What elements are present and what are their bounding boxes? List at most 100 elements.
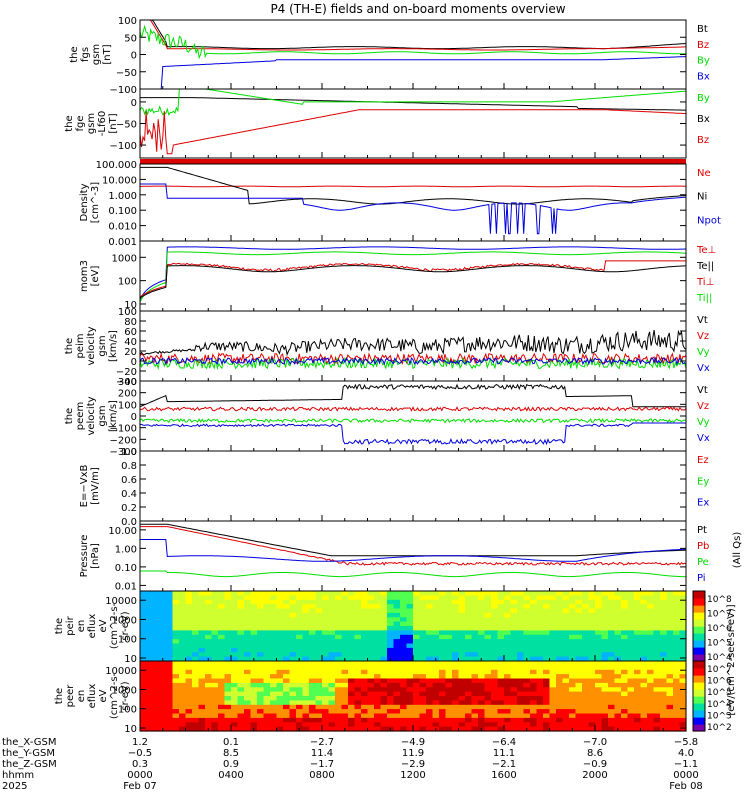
heatmap-cell <box>406 678 414 684</box>
heatmap-cell <box>166 700 174 706</box>
heatmap-cell <box>497 687 505 693</box>
heatmap-cell <box>257 652 265 658</box>
heatmap-cell <box>400 656 408 662</box>
heatmap-cell <box>348 674 356 680</box>
heatmap-cell <box>660 604 668 610</box>
heatmap-cell <box>309 726 317 732</box>
heatmap-cell <box>432 599 440 605</box>
heatmap-cell <box>244 595 252 601</box>
heatmap-cell <box>309 713 317 719</box>
heatmap-cell <box>627 621 635 627</box>
heatmap-cell <box>601 704 609 710</box>
heatmap-cell <box>523 604 531 610</box>
heatmap-cell <box>250 674 258 680</box>
heatmap-cell <box>374 643 382 649</box>
heatmap-cell <box>289 691 297 697</box>
heatmap-cell <box>322 612 330 618</box>
heatmap-cell <box>653 661 661 666</box>
heatmap-cell <box>621 617 629 623</box>
heatmap-cell <box>185 630 193 636</box>
heatmap-cell <box>504 678 512 684</box>
legend-entry: Ne <box>697 168 711 179</box>
heatmap-cell <box>452 639 460 645</box>
heatmap-cell <box>328 700 336 706</box>
heatmap-cell <box>426 717 434 723</box>
heatmap-cell <box>231 669 239 675</box>
heatmap-cell <box>270 604 278 610</box>
heatmap-cell <box>523 634 531 640</box>
heatmap-cell <box>315 608 323 614</box>
heatmap-cell <box>309 717 317 723</box>
heatmap-cell <box>406 647 414 653</box>
heatmap-cell <box>211 687 219 693</box>
heatmap-cell <box>257 696 265 701</box>
heatmap-cell <box>361 643 369 649</box>
heatmap-cell <box>341 595 349 601</box>
heatmap-cell <box>185 626 193 631</box>
heatmap-cell <box>400 682 408 688</box>
heatmap-cell <box>211 639 219 645</box>
heatmap-cell <box>582 674 590 680</box>
heatmap-cell <box>315 704 323 710</box>
heatmap-cell <box>588 687 596 693</box>
heatmap-cell <box>595 652 603 658</box>
heatmap-cell <box>237 630 245 636</box>
heatmap-cell <box>250 652 258 658</box>
heatmap-cell <box>179 704 187 710</box>
heatmap-cell <box>497 626 505 631</box>
heatmap-cell <box>296 661 304 666</box>
heatmap-cell <box>536 656 544 662</box>
y-tick-label: 0 <box>131 98 137 109</box>
heatmap-cell <box>374 691 382 697</box>
heatmap-cell <box>673 639 681 645</box>
y-tick-label: 100 <box>118 307 137 318</box>
heatmap-cell <box>348 696 356 701</box>
heatmap-cell <box>237 691 245 697</box>
heatmap-cell <box>348 722 356 728</box>
heatmap-cell <box>517 634 525 640</box>
series-vz <box>139 352 687 366</box>
heatmap-cell <box>250 604 258 610</box>
heatmap-cell <box>166 669 174 675</box>
heatmap-cell <box>445 608 453 614</box>
heatmap-cell <box>335 652 343 658</box>
heatmap-cell <box>432 722 440 728</box>
heatmap-cell <box>673 674 681 680</box>
heatmap-cell <box>159 621 167 627</box>
heatmap-cell <box>640 617 648 623</box>
heatmap-cell <box>588 682 596 688</box>
heatmap-cell <box>244 678 252 684</box>
heatmap-cell <box>146 604 154 610</box>
heatmap-cell <box>588 704 596 710</box>
heatmap-cell <box>140 621 148 627</box>
heatmap-cell <box>211 713 219 719</box>
heatmap-cell <box>166 652 174 658</box>
heatmap-cell <box>237 608 245 614</box>
heatmap-cell <box>465 639 473 645</box>
heatmap-cell <box>530 630 538 636</box>
heatmap-cell <box>530 709 538 715</box>
y-axis-label: the <box>54 618 65 634</box>
heatmap-cell <box>621 621 629 627</box>
heatmap-cell <box>244 621 252 627</box>
heatmap-cell <box>634 726 642 732</box>
heatmap-cell <box>523 704 531 710</box>
heatmap-cell <box>653 621 661 627</box>
heatmap-cell <box>458 722 466 728</box>
heatmap-cell <box>666 647 674 653</box>
heatmap-cell <box>445 652 453 658</box>
heatmap-cell <box>309 696 317 701</box>
heatmap-cell <box>140 612 148 618</box>
heatmap-cell <box>198 709 206 715</box>
heatmap-cell <box>575 678 583 684</box>
heatmap-cell <box>315 595 323 601</box>
heatmap-cell <box>283 591 291 596</box>
heatmap-cell <box>627 643 635 649</box>
heatmap-cell <box>536 726 544 732</box>
heatmap-cell <box>575 674 583 680</box>
y-axis-label: peim <box>75 333 86 358</box>
heatmap-cell <box>426 634 434 640</box>
heatmap-cell <box>601 643 609 649</box>
heatmap-cell <box>530 626 538 631</box>
y-tick-label: −100 <box>110 141 137 152</box>
